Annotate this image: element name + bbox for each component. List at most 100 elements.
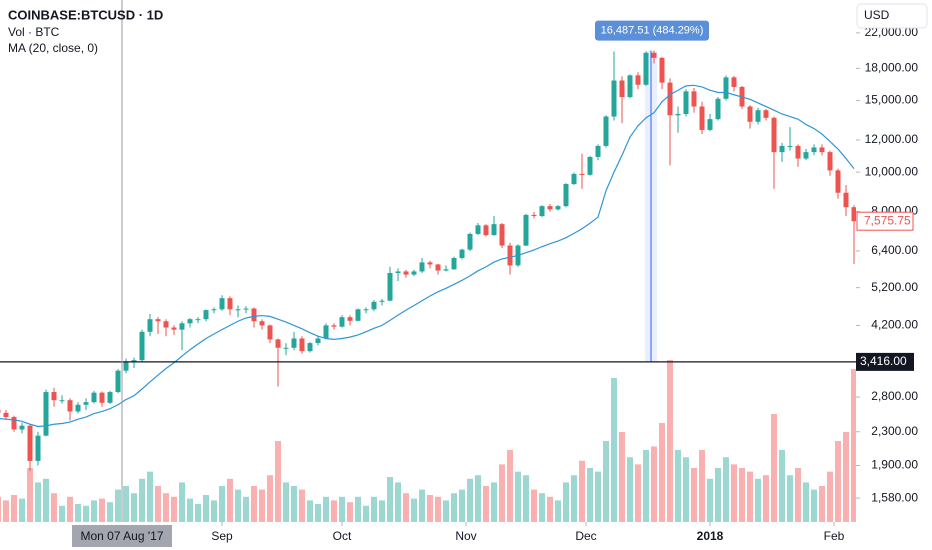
candle-body [275,339,281,348]
candle-body [299,338,305,352]
candle-body [595,145,601,157]
candle-body [307,343,313,352]
volume-bar [795,468,801,522]
candle-body [411,271,417,275]
candle-body [771,117,777,153]
volume-bar [347,502,353,522]
candle-body [267,325,273,340]
volume-bar [507,450,513,522]
volume-bar [555,500,561,522]
candle-body [635,75,641,85]
volume-bar [707,478,713,522]
volume-bar [411,498,417,522]
candle-body [331,325,337,327]
volume-bar [339,496,345,522]
volume-bar [219,486,225,522]
volume-bar [731,464,737,522]
y-tick-label: 5,200.00 [871,280,918,294]
candle-body [179,323,185,330]
candle-body [835,170,841,193]
last-price-box [856,211,914,231]
candle-body [51,392,57,401]
candle-body [107,392,113,403]
candle-body [691,91,697,107]
candle-body [851,207,856,222]
candle-body [363,309,369,311]
y-tick-label: 10,000.00 [865,164,919,178]
volume-bar [651,446,657,522]
volume-bar [643,450,649,522]
volume-bar [331,500,337,522]
candle-body [75,404,81,412]
candle-body [611,80,617,117]
candle-body [291,338,297,348]
candle-body [323,325,329,339]
candle-body [603,116,609,146]
volume-bar [595,471,601,522]
hline-label-box [856,352,914,371]
volume-bar [451,493,457,522]
volume-bar [819,486,825,522]
volume-bar [603,441,609,522]
currency-box[interactable] [856,3,928,29]
volume-bar [107,502,113,522]
volume-bar [11,495,17,522]
volume-bar [419,489,425,522]
y-tick-label: 4,200.00 [871,318,918,332]
candle-body [699,106,705,130]
candle-body [643,52,649,85]
candle-body [403,271,409,275]
candle-body [763,110,769,118]
volume-bar [563,482,569,522]
volume-bar [667,360,673,522]
volume-bar [179,482,185,522]
volume-bar [675,450,681,522]
candle-body [651,52,657,58]
candle-body [547,206,553,210]
candle-body [571,173,577,185]
candle-body [219,298,225,310]
candle-body [19,425,25,430]
volume-bar [771,414,777,522]
volume-bar [811,489,817,522]
volume-bar [307,500,313,522]
volume-bar [691,468,697,522]
volume-bar [627,457,633,522]
volume-bar [403,493,409,522]
volume-bar [579,460,585,522]
y-tick-label: 6,400.00 [871,243,918,257]
volume-bar [659,423,665,522]
crosshair-label: Mon 07 Aug '17 [80,529,163,543]
candle-body [787,145,793,147]
candle-body [507,245,513,266]
candle-body [627,75,633,98]
candle-body [619,80,625,98]
y-tick-label: 1,580.00 [871,490,918,504]
volume-bar [115,489,121,522]
volume-bar [75,504,81,522]
volume-bar [83,505,89,522]
candle-body [163,321,169,328]
volume-bar [395,482,401,522]
volume-bar [427,495,433,522]
volume-bar [547,496,553,522]
candle-body [563,184,569,207]
volume-bar [227,478,233,522]
candle-body [251,308,257,322]
candle-body [139,331,145,361]
candle-body [315,338,321,344]
candle-body [539,206,545,217]
volume-bar [187,498,193,522]
x-tick-label: 2018 [697,529,724,543]
volume-bar [131,493,137,522]
ma-legend: MA (20, close, 0) [8,41,98,55]
candle-body [483,225,489,236]
candle-body [843,192,849,208]
volume-bar [19,498,25,522]
candle-body [387,273,393,301]
volume-bar [243,496,249,522]
currency-label[interactable]: USD [864,8,890,22]
measure-tooltip: 16,487.51 (484.29%) [601,24,704,36]
volume-bar [571,475,577,522]
candle-body [155,319,161,322]
